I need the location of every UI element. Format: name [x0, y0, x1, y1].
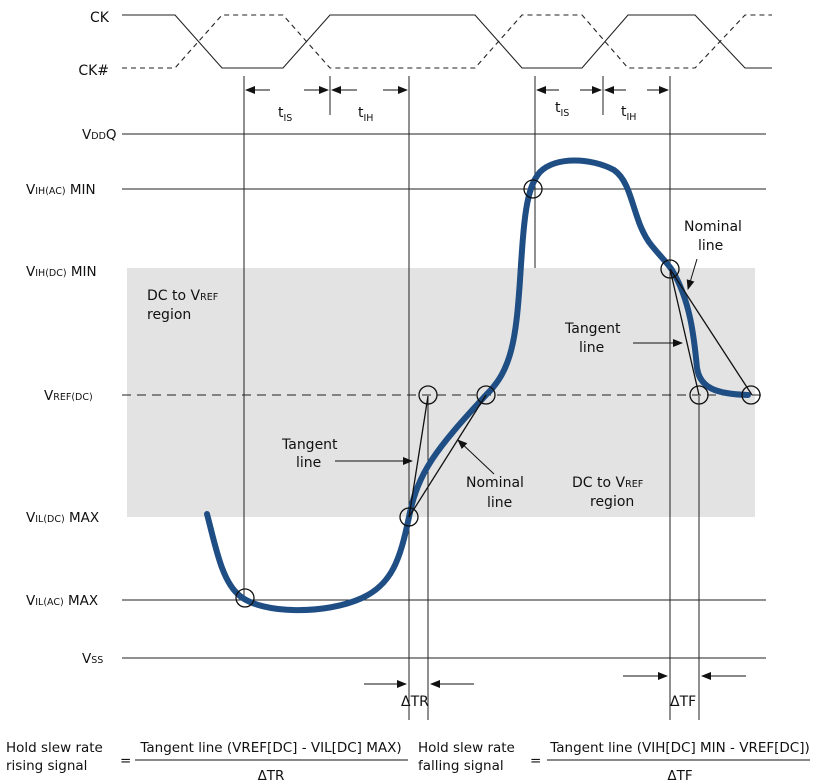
vddq-label: VDDQ [82, 127, 117, 143]
signal-waveform [204, 157, 751, 614]
nominal-line-label-top-2: line [698, 238, 723, 254]
rising-formula-label-2: rising signal [6, 758, 87, 774]
falling-formula-label-2: falling signal [418, 758, 504, 774]
t-is-label-1: tIS [278, 105, 292, 124]
tangent-line-label-left: Tangent [281, 437, 338, 453]
vss-label: VSS [82, 651, 103, 667]
nominal-line-label-bottom-2: line [487, 495, 512, 511]
nominal-line-rising [408, 394, 487, 518]
tangent-line-label-right: Tangent [564, 321, 621, 337]
falling-formula-numerator: Tangent line (VIH[DC] MIN - VREF[DC]) [549, 740, 810, 756]
t-is-label-2: tIS [555, 100, 569, 119]
region-label-lower-line2: region [590, 494, 634, 510]
ck-label: CK [90, 10, 110, 26]
marker-circles [235, 179, 761, 608]
dc-vref-region [127, 268, 755, 517]
level-lines [122, 133, 766, 659]
ck-bar-label: CK# [78, 63, 109, 79]
tangent-line-label-right-2: line [579, 340, 604, 356]
vih-dc-label: VIH(DC) MIN [26, 264, 97, 280]
ck-bar-waveform [122, 14, 772, 69]
nominal-line-label-bottom: Nominal [466, 475, 524, 491]
slope-lines [408, 268, 753, 518]
t-ih-label-1: tIH [358, 105, 373, 124]
falling-formula-label-1: Hold slew rate [418, 740, 515, 756]
ck-waveform [122, 14, 772, 69]
rising-formula-eq: = [120, 753, 131, 769]
region-label-upper: DC to VREF [147, 288, 218, 304]
rising-formula-label-1: Hold slew rate [6, 740, 103, 756]
nominal-line-falling [669, 268, 753, 396]
falling-formula-eq: = [530, 753, 541, 769]
region-label-lower: DC to VREF [572, 475, 643, 491]
vil-dc-label: VIL(DC) MAX [26, 510, 99, 526]
nominal-line-label-top: Nominal [684, 219, 742, 235]
vref-dc-label: VREF(DC) [44, 388, 93, 404]
falling-formula-denominator: ΔTF [667, 768, 692, 784]
rising-formula-numerator: Tangent line (VREF[DC] - VIL[DC] MAX) [139, 740, 401, 756]
rising-formula-denominator: ΔTR [258, 768, 285, 784]
tangent-line-label-left-2: line [296, 455, 321, 471]
delta-tf-label: ΔTF [670, 694, 696, 710]
delta-tr-label: ΔTR [401, 694, 429, 710]
tangent-line-falling [669, 268, 700, 396]
vih-ac-label: VIH(AC) MIN [26, 182, 96, 198]
region-label-upper-line2: region [147, 307, 191, 323]
delta-arrows [364, 672, 746, 688]
t-ih-label-2: tIH [621, 104, 636, 123]
tangent-line-rising [408, 395, 429, 518]
vertical-lines [243, 76, 700, 720]
annotation-arrows [335, 258, 698, 475]
vil-ac-label: VIL(AC) MAX [26, 593, 98, 609]
